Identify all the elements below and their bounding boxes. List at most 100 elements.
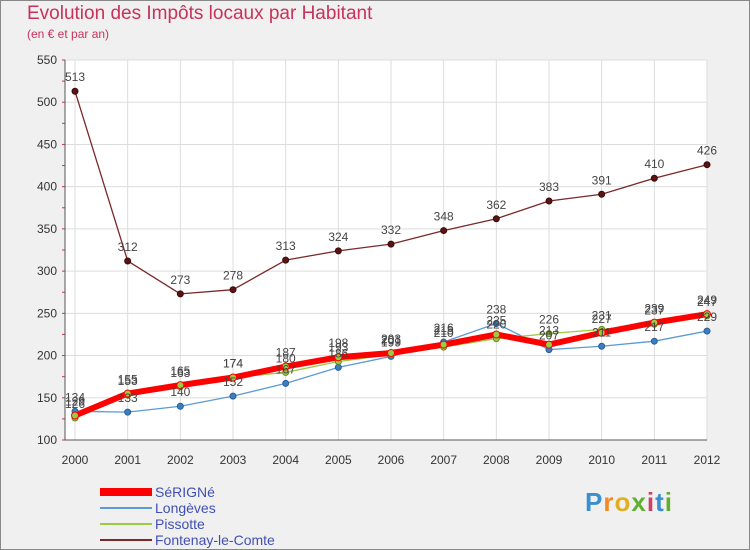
data-label: 152 <box>223 375 243 389</box>
logo-letter: t <box>655 487 665 517</box>
legend-swatch <box>100 523 152 525</box>
legend-label: Longèves <box>155 500 216 516</box>
legend-swatch <box>100 539 152 541</box>
data-point <box>334 353 343 362</box>
data-label: 198 <box>328 336 348 350</box>
data-point <box>229 373 237 382</box>
data-label: 174 <box>223 357 243 371</box>
x-tick-label: 2000 <box>62 453 89 467</box>
data-label: 165 <box>170 364 190 378</box>
x-tick-label: 2006 <box>378 453 405 467</box>
data-label: 225 <box>486 313 506 327</box>
data-label: 155 <box>118 373 138 387</box>
data-label: 199 <box>381 335 401 349</box>
data-label: 134 <box>65 390 85 404</box>
data-label: 213 <box>434 324 454 338</box>
data-label: 278 <box>223 269 243 283</box>
data-point <box>387 349 395 358</box>
y-tick-label: 350 <box>37 222 57 236</box>
chart-subtitle: (en € et par an) <box>27 27 110 41</box>
data-label: 226 <box>539 313 559 327</box>
legend-label: SéRIGNé <box>155 484 215 500</box>
logo-letter: x <box>631 487 647 517</box>
data-label: 213 <box>539 324 559 338</box>
data-label: 187 <box>276 346 296 360</box>
x-tick-label: 2008 <box>483 453 510 467</box>
x-tick-label: 2001 <box>114 453 141 467</box>
data-label: 312 <box>118 240 138 254</box>
x-tick-label: 2007 <box>430 453 457 467</box>
x-tick-label: 2004 <box>272 453 299 467</box>
legend: SéRIGNé Longèves Pissotte Fontenay-le-Comte <box>100 484 360 548</box>
data-label: 133 <box>118 391 138 405</box>
data-point <box>545 330 553 338</box>
data-point <box>282 379 290 387</box>
data-label: 391 <box>592 173 612 187</box>
chart-title: Evolution des Impôts locaux par Habitant <box>27 3 373 24</box>
x-tick-label: 2011 <box>641 453 667 467</box>
data-point <box>229 392 237 400</box>
y-tick-label: 450 <box>37 137 57 151</box>
y-tick-label: 100 <box>37 433 57 447</box>
data-point <box>440 227 448 235</box>
y-tick-label: 300 <box>37 264 57 278</box>
data-label: 201 <box>381 334 401 348</box>
data-point <box>598 190 606 198</box>
data-point <box>387 240 395 248</box>
data-label: 193 <box>328 340 348 354</box>
data-label: 273 <box>170 273 190 287</box>
data-point <box>176 381 185 390</box>
legend-swatch <box>100 507 152 509</box>
logo-letter: P <box>585 487 604 517</box>
x-tick-label: 2005 <box>325 453 352 467</box>
data-point <box>650 174 658 182</box>
proxiti-logo: Proxiti <box>585 487 673 518</box>
data-label: 426 <box>697 144 717 158</box>
data-label: 180 <box>276 351 296 365</box>
y-tick-label: 250 <box>37 306 57 320</box>
logo-letter: i <box>646 487 656 517</box>
data-point <box>703 161 711 169</box>
logo-letter: i <box>664 487 673 517</box>
x-tick-label: 2012 <box>694 453 721 467</box>
data-label: 129 <box>65 395 85 409</box>
data-point <box>334 247 342 255</box>
x-tick-label: 2002 <box>167 453 194 467</box>
legend-item: Longèves <box>100 500 360 516</box>
data-point <box>176 402 184 410</box>
x-tick-label: 2009 <box>536 453 563 467</box>
data-label: 210 <box>434 326 454 340</box>
data-label: 126 <box>65 397 85 411</box>
data-point <box>124 408 132 416</box>
data-label: 383 <box>539 180 559 194</box>
legend-swatch <box>100 488 152 496</box>
data-label: 174 <box>223 357 243 371</box>
data-label: 217 <box>644 320 664 334</box>
plot-area <box>65 60 707 440</box>
data-label: 167 <box>276 362 296 376</box>
data-point <box>650 337 658 345</box>
y-tick-label: 150 <box>37 391 57 405</box>
data-point <box>703 310 711 319</box>
data-point <box>124 257 132 265</box>
data-label: 237 <box>644 303 664 317</box>
x-tick-label: 2003 <box>220 453 247 467</box>
data-label: 153 <box>118 374 138 388</box>
data-label: 229 <box>697 310 717 324</box>
data-point <box>545 340 553 349</box>
data-label: 348 <box>434 210 454 224</box>
y-tick-label: 200 <box>37 349 57 363</box>
legend-item: Fontenay-le-Comte <box>100 532 360 548</box>
data-point <box>282 256 290 264</box>
logo-letter: r <box>603 487 615 517</box>
data-point <box>545 197 553 205</box>
data-point <box>71 87 79 95</box>
data-label: 362 <box>486 198 506 212</box>
data-label: 239 <box>644 302 664 316</box>
data-point <box>281 362 290 371</box>
data-label: 238 <box>486 302 506 316</box>
data-point <box>492 330 501 339</box>
data-point <box>334 363 342 371</box>
data-label: 332 <box>381 223 401 237</box>
